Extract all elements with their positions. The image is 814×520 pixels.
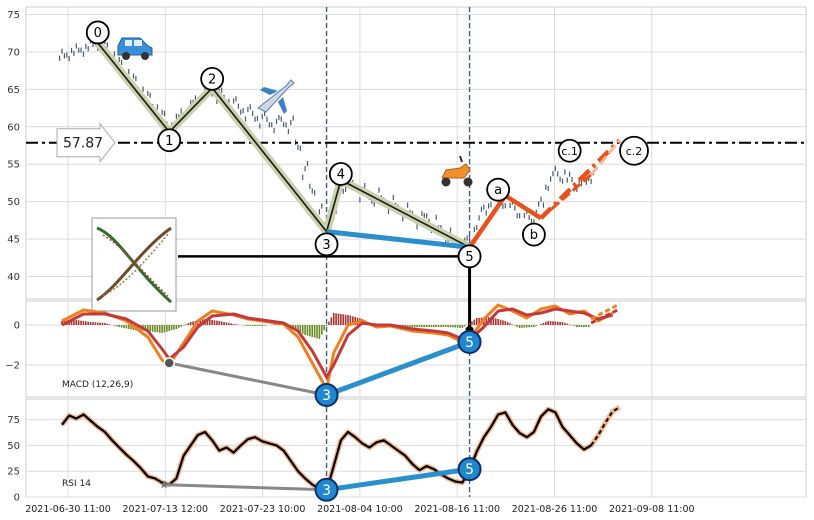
wave-label: 4 <box>337 167 345 182</box>
scooter-body <box>441 163 471 179</box>
wave-label-circle <box>457 244 482 269</box>
x-tick-label: 2021-07-13 12:00 <box>122 504 208 515</box>
macd-divergence-faded <box>169 361 327 397</box>
macd-wave-circle <box>314 383 339 407</box>
plane-wing <box>278 97 287 114</box>
x-tick-label: 2021-09-08 11:00 <box>609 504 695 515</box>
wave-label-circle <box>522 222 546 247</box>
macd-legend: MACD (12,26,9) <box>62 380 133 390</box>
macd-y-tick-label: −2 <box>5 361 20 372</box>
wave-label-circle <box>486 177 511 202</box>
wave-label-circle <box>328 162 353 186</box>
rsi-wave-circle <box>457 457 482 482</box>
wave-label-circle <box>557 138 582 163</box>
car-wheel <box>122 52 130 60</box>
rsi-legend: RSI 14 <box>62 479 91 489</box>
wave-label: 5 <box>465 250 473 265</box>
car-window-front <box>125 40 132 46</box>
plane-wing <box>260 87 278 95</box>
price-y-tick-label: 50 <box>7 197 20 208</box>
wave-label: a <box>494 183 502 198</box>
macd-y-tick-label: 0 <box>14 321 20 332</box>
correction-projection-c1 <box>540 173 593 220</box>
rsi-y-tick-label: 75 <box>7 415 20 426</box>
scooter-wheel <box>463 177 473 187</box>
rsi-panel: ★ 3 5 RSI 14 <box>60 405 621 502</box>
rsi-y-tick-label: 0 <box>14 493 20 504</box>
macd-divergence-point <box>163 357 175 369</box>
rsi-projection <box>590 406 621 446</box>
macd-signal-projection <box>590 307 621 325</box>
wave-line <box>97 42 470 249</box>
rsi-wave-label: 3 <box>322 483 331 499</box>
rsi-wave-label: 5 <box>465 462 474 478</box>
macd-frame <box>25 300 807 398</box>
x-tick-label: 2021-08-16 11:00 <box>414 504 500 515</box>
macd-divergence-active <box>325 339 471 398</box>
macd-panel: 3 5 MACD (12,26,9) <box>61 302 621 407</box>
x-tick-label: 2021-08-26 11:00 <box>512 504 598 515</box>
wave-label: 2 <box>208 72 216 87</box>
rsi-divergence-active <box>326 466 470 493</box>
price-y-tick-label: 65 <box>7 85 20 96</box>
macd-wave-label: 5 <box>465 335 474 351</box>
car-window-rear <box>134 40 142 46</box>
car-icon <box>117 37 153 60</box>
macd-wave-circle <box>457 330 482 354</box>
wave-label: 3 <box>322 238 330 253</box>
car-wheel <box>141 52 149 60</box>
price-y-tick-label: 60 <box>7 122 20 133</box>
rsi-y-tick-label: 25 <box>7 467 20 478</box>
reference-arrow-shape <box>56 122 116 164</box>
rsi-frame <box>25 398 807 498</box>
wave-label-circle <box>314 232 339 257</box>
price-y-tick-label: 40 <box>7 272 20 283</box>
wave-label: c.2 <box>626 145 643 158</box>
scooter-handle <box>459 155 463 163</box>
rsi-wave-circle <box>314 477 339 502</box>
scooter-wheel <box>441 177 451 187</box>
scooter-icon <box>441 155 473 187</box>
wave-label: 0 <box>94 26 102 41</box>
reference-line-label: 57.87 <box>63 136 103 152</box>
inset-thumbnail <box>91 217 177 312</box>
x-tick-label: 2021-07-23 10:00 <box>220 504 306 515</box>
price-y-tick-label: 75 <box>7 10 20 21</box>
macd-projection <box>590 302 621 321</box>
macd-wave-label: 3 <box>322 388 331 404</box>
wave-label-circle <box>85 20 110 45</box>
wave-label-circle <box>200 66 225 91</box>
wave-label: c.1 <box>561 145 578 158</box>
price-divergence-line <box>326 229 470 250</box>
wave-label-circle <box>157 128 182 153</box>
wave-label-circle <box>619 135 649 166</box>
wave-label: b <box>530 228 538 243</box>
projection-extension <box>589 139 621 176</box>
wave-label: 1 <box>165 134 173 149</box>
x-tick-label: 2021-08-04 10:00 <box>317 504 403 515</box>
price-y-tick-label: 55 <box>7 160 20 171</box>
airplane-icon <box>257 79 295 114</box>
rsi-divergence-faded <box>162 483 327 492</box>
price-panel: 57.87 0 1 2 3 4 5 a b c.1 c.2 <box>26 20 806 334</box>
inset-curve-tan <box>102 233 169 297</box>
x-axis: 2021-06-30 11:00 2021-07-13 12:00 2021-07-… <box>25 504 694 515</box>
price-y-tick-label: 70 <box>7 47 20 58</box>
rsi-divergence-point: ★ <box>159 478 170 492</box>
rsi-y-tick-label: 50 <box>7 441 20 452</box>
x-tick-label: 2021-06-30 11:00 <box>25 504 111 515</box>
plane-body <box>257 79 295 113</box>
price-y-tick-label: 45 <box>7 235 20 246</box>
correction-projection-c2 <box>539 138 622 220</box>
